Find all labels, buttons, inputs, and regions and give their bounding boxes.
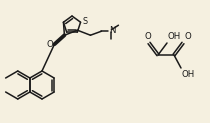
Text: O: O [144,32,151,41]
Text: OH: OH [182,70,195,79]
Text: N: N [109,26,116,35]
Text: O: O [185,32,191,41]
Text: O: O [47,40,53,49]
Text: S: S [82,17,87,26]
Text: OH: OH [168,32,181,41]
